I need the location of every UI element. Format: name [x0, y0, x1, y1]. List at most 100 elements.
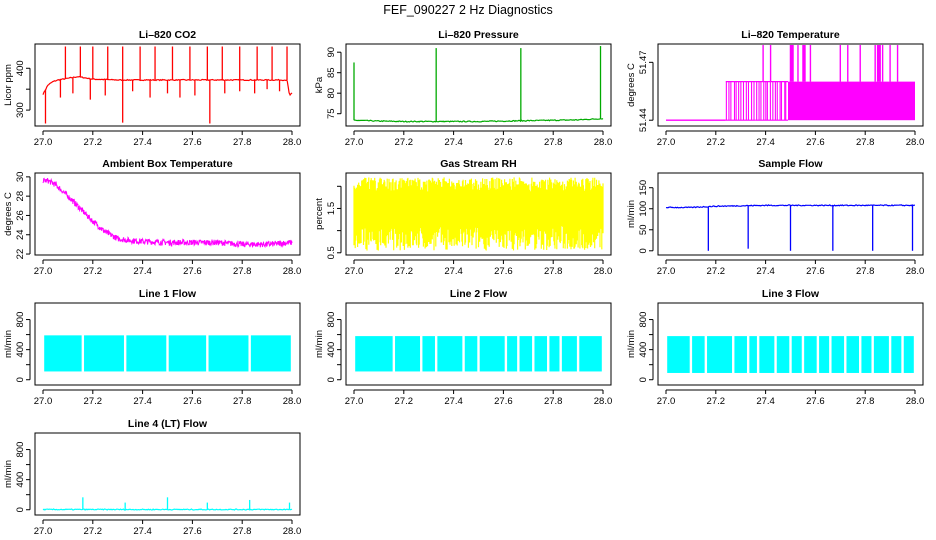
x-tick-label: 27.6 [494, 396, 513, 407]
flow-block [422, 336, 435, 372]
panel-title: Sample Flow [758, 158, 823, 170]
x-tick-label: 27.4 [444, 137, 463, 148]
flow-block [579, 336, 602, 372]
flow-block [395, 336, 421, 372]
flow-block [759, 336, 775, 373]
panel-title: Gas Stream RH [440, 158, 516, 170]
panel-line-1-flow: Line 1 Flow ml/min 27.0 27.2 27.4 27.6 27.8 28.… [3, 288, 301, 407]
x-tick-label: 27.6 [183, 137, 202, 148]
flow-block [126, 335, 167, 372]
y-axis-label: degrees C [626, 63, 637, 107]
x-tick-label: 27.0 [657, 266, 676, 277]
y-tick-label: 90 [326, 47, 337, 58]
y-tick-label: 80 [326, 88, 337, 99]
y-axis-label: Licor ppm [3, 64, 14, 106]
x-tick-label: 27.6 [183, 526, 202, 537]
panel-title: Li–820 CO2 [139, 29, 196, 41]
panel-line-3-flow: Line 3 Flow ml/min 27.0 27.2 27.4 27.6 27.8 28.… [626, 288, 924, 407]
x-tick-label: 27.4 [756, 266, 775, 277]
flow-block [208, 335, 249, 372]
flow-block [804, 336, 817, 373]
x-tick-label: 27.6 [183, 396, 202, 407]
x-tick-label: 28.0 [906, 137, 925, 148]
x-tick-label: 28.0 [283, 137, 302, 148]
x-tick-label: 28.0 [283, 526, 302, 537]
flow-block [776, 336, 790, 373]
panel-line-2-flow: Line 2 Flow ml/min 27.0 27.2 27.4 27.6 27.8 28.… [314, 288, 612, 407]
y-tick-label: 85 [326, 67, 337, 78]
y-tick-label: 1.5 [326, 202, 337, 215]
x-tick-label: 27.4 [133, 526, 152, 537]
x-tick-label: 27.0 [345, 137, 364, 148]
flow-block [534, 336, 548, 372]
x-tick-label: 27.2 [84, 526, 103, 537]
data-layer [44, 335, 291, 372]
y-tick-label: 400 [326, 342, 337, 358]
data-layer [42, 497, 293, 511]
flow-block [464, 336, 478, 372]
x-tick-label: 28.0 [906, 396, 925, 407]
x-tick-label: 27.8 [233, 137, 252, 148]
panel-title: Line 3 Flow [762, 288, 820, 300]
x-tick-label: 28.0 [283, 396, 302, 407]
x-tick-label: 27.4 [756, 396, 775, 407]
y-axis-label: ml/min [314, 330, 325, 358]
figure-title: FEF_090227 2 Hz Diagnostics [383, 3, 553, 17]
x-tick-label: 27.0 [345, 396, 364, 407]
flow-block [846, 336, 860, 373]
x-tick-label: 27.2 [395, 396, 414, 407]
y-tick-label: 75 [326, 108, 337, 119]
y-tick-label: 800 [638, 312, 649, 328]
series-line-base [353, 117, 604, 123]
x-tick-label: 27.8 [856, 266, 875, 277]
plot-frame [34, 432, 301, 516]
flow-block [437, 336, 463, 372]
x-tick-label: 27.6 [183, 266, 202, 277]
y-tick-label: 0 [15, 507, 26, 512]
panel-ambient-box-temperature: Ambient Box Temperature degrees C 27.0 27.2… [3, 158, 301, 277]
y-tick-label: 24 [15, 229, 26, 240]
y-axis-label: ml/min [3, 330, 14, 358]
x-tick-label: 27.0 [34, 396, 53, 407]
x-tick-label: 27.2 [395, 137, 414, 148]
y-axis-label: percent [314, 198, 325, 230]
x-tick-label: 27.4 [444, 266, 463, 277]
flow-block [791, 336, 802, 373]
panel-title: Line 4 (LT) Flow [128, 418, 208, 430]
plot-frame [34, 43, 301, 127]
panel-title: Line 2 Flow [450, 288, 508, 300]
y-tick-label: 30 [15, 172, 26, 183]
y-tick-label: 0 [638, 248, 649, 253]
flow-block [734, 336, 747, 373]
x-tick-label: 27.4 [133, 137, 152, 148]
x-tick-label: 27.6 [806, 396, 825, 407]
flow-block [84, 335, 124, 372]
y-axis-label: kPa [314, 76, 325, 93]
plot-frame [657, 43, 924, 127]
y-tick-label: 300 [15, 102, 26, 118]
x-tick-label: 27.4 [133, 266, 152, 277]
series-band [353, 177, 604, 251]
y-tick-label: 400 [15, 472, 26, 488]
x-tick-label: 27.8 [856, 396, 875, 407]
flow-block [861, 336, 872, 373]
panel-li-820-temperature: Li–820 Temperature degrees C 27.0 27.2 27.4 2… [626, 29, 924, 148]
plot-frame [657, 302, 924, 386]
y-tick-label: 0 [15, 377, 26, 382]
y-tick-label: 150 [638, 180, 649, 196]
x-tick-label: 27.2 [395, 266, 414, 277]
data-layer [42, 46, 293, 124]
data-layer [42, 177, 293, 249]
plot-frame [345, 302, 612, 386]
y-tick-label: 22 [15, 249, 26, 260]
flow-block [819, 336, 830, 373]
flow-block [250, 335, 291, 372]
y-axis-label: ml/min [626, 200, 637, 228]
panel-title: Li–820 Pressure [438, 29, 519, 41]
flow-block [749, 336, 757, 373]
x-tick-label: 27.0 [657, 137, 676, 148]
flow-block [692, 336, 705, 373]
data-layer [353, 46, 604, 123]
x-tick-label: 28.0 [594, 266, 613, 277]
